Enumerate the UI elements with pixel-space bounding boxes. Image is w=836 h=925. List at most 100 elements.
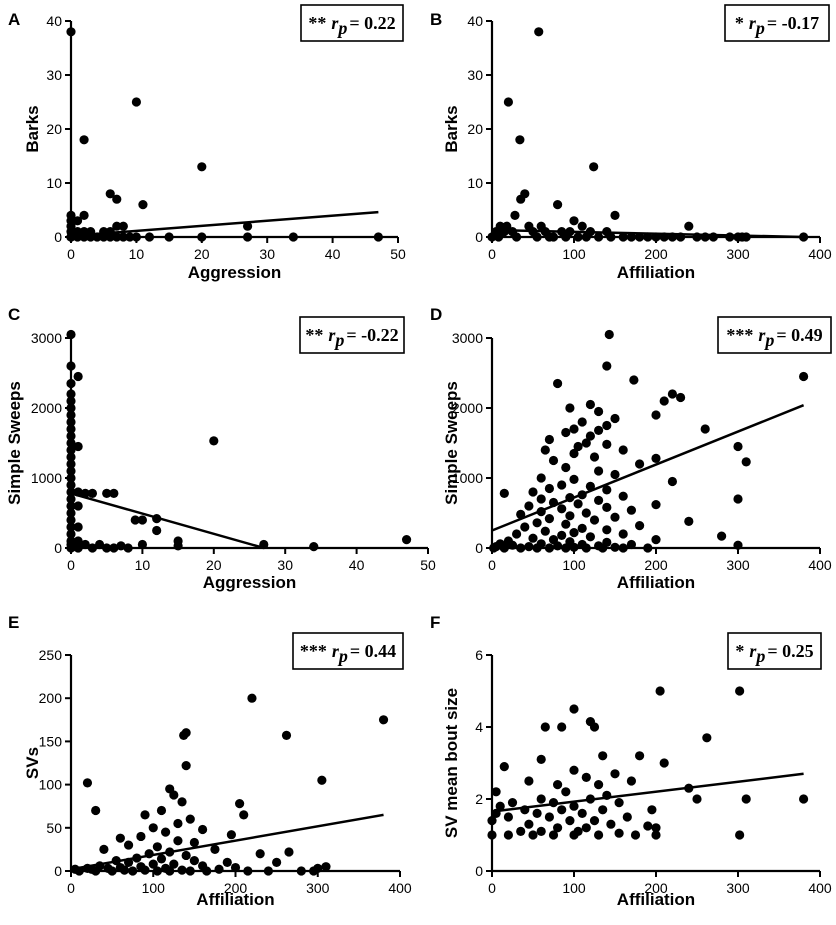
y-tick-label: 30 (467, 67, 483, 83)
data-point (66, 501, 76, 511)
data-point (272, 857, 282, 867)
data-point (643, 543, 653, 553)
x-tick-label: 40 (325, 246, 341, 262)
data-point (553, 823, 563, 833)
data-point (177, 865, 187, 875)
data-point (136, 831, 146, 842)
data-point (553, 780, 563, 790)
data-point (66, 522, 76, 532)
data-point (581, 543, 591, 553)
data-point (565, 816, 575, 826)
data-point (99, 844, 109, 855)
panel-d: D 0 1000 2000 3000 0 100 200 300 400 Affiliation Si… (430, 305, 832, 592)
data-point (102, 488, 112, 498)
data-point (655, 686, 665, 696)
data-point (618, 445, 628, 455)
data-point (561, 427, 571, 438)
data-point (79, 135, 89, 145)
data-point (185, 814, 195, 824)
x-tick-label: 0 (488, 880, 496, 896)
data-point (321, 862, 331, 872)
data-point (118, 232, 128, 242)
data-point (66, 378, 76, 389)
data-point (66, 329, 76, 340)
data-point (735, 830, 745, 840)
stat-label: * rp = 0.25 (735, 641, 813, 666)
data-point (487, 816, 497, 826)
data-point (66, 361, 76, 371)
panel-letter: D (430, 305, 442, 324)
data-point (573, 499, 583, 509)
data-point (493, 232, 504, 242)
x-tick-label: 200 (644, 246, 668, 262)
data-point (91, 866, 101, 876)
data-point (107, 866, 117, 876)
data-point (577, 221, 587, 231)
data-point (112, 232, 122, 242)
data-point (626, 505, 637, 515)
data-point (177, 797, 187, 807)
data-point (561, 462, 571, 473)
data-point (116, 541, 126, 551)
stat-label: * rp = -0.17 (735, 13, 819, 38)
data-point (532, 808, 542, 819)
y-axis-title: SV mean bout size (442, 688, 461, 838)
data-point (503, 812, 513, 822)
stat-label: *** rp = 0.44 (300, 641, 396, 666)
data-point (242, 221, 253, 231)
data-point (553, 541, 563, 551)
data-point (66, 543, 76, 553)
data-point (507, 540, 518, 550)
data-point (156, 854, 167, 864)
data-point (569, 704, 579, 714)
data-point (702, 733, 712, 743)
panel-f: F 0 2 4 6 0 100 200 300 400 Affiliation SV mean bou… (430, 613, 832, 909)
data-point (66, 410, 76, 420)
y-tick-label: 0 (475, 863, 483, 879)
x-tick-label: 100 (562, 246, 586, 262)
data-point (667, 389, 678, 399)
data-point (243, 866, 253, 876)
data-point (585, 399, 596, 410)
y-tick-label: 20 (46, 121, 62, 137)
regression-line (491, 228, 804, 239)
data-point (516, 194, 526, 204)
data-point (373, 232, 383, 242)
data-point (140, 810, 150, 820)
data-point (91, 805, 101, 816)
data-point (66, 389, 76, 399)
data-point (594, 466, 604, 476)
data-point (589, 515, 600, 525)
data-point (598, 805, 608, 815)
x-tick-label: 300 (726, 246, 750, 262)
data-point (123, 543, 133, 553)
data-point (185, 866, 195, 876)
data-point (553, 200, 563, 210)
data-point (594, 495, 604, 505)
data-point (164, 232, 174, 242)
x-tick-label: 100 (562, 880, 586, 896)
y-tick-label: 200 (39, 690, 63, 706)
data-point (66, 452, 76, 462)
data-point (602, 439, 612, 449)
data-point (102, 543, 112, 553)
data-point (181, 760, 191, 771)
data-point (651, 453, 661, 463)
data-point (82, 778, 93, 788)
data-point (540, 722, 550, 732)
data-point (684, 516, 694, 527)
y-tick-label: 100 (39, 777, 63, 793)
x-tick-label: 30 (259, 246, 275, 262)
data-point (536, 473, 546, 483)
data-point (594, 232, 604, 242)
data-point (741, 794, 751, 804)
data-point (524, 819, 534, 829)
x-tick-label: 30 (277, 557, 293, 573)
x-axis-title: Aggression (203, 573, 297, 592)
x-axis-title: Aggression (188, 263, 282, 282)
data-point (544, 812, 555, 822)
data-point (651, 410, 661, 420)
data-point (581, 823, 591, 833)
data-point (148, 823, 158, 833)
data-point (589, 452, 600, 462)
